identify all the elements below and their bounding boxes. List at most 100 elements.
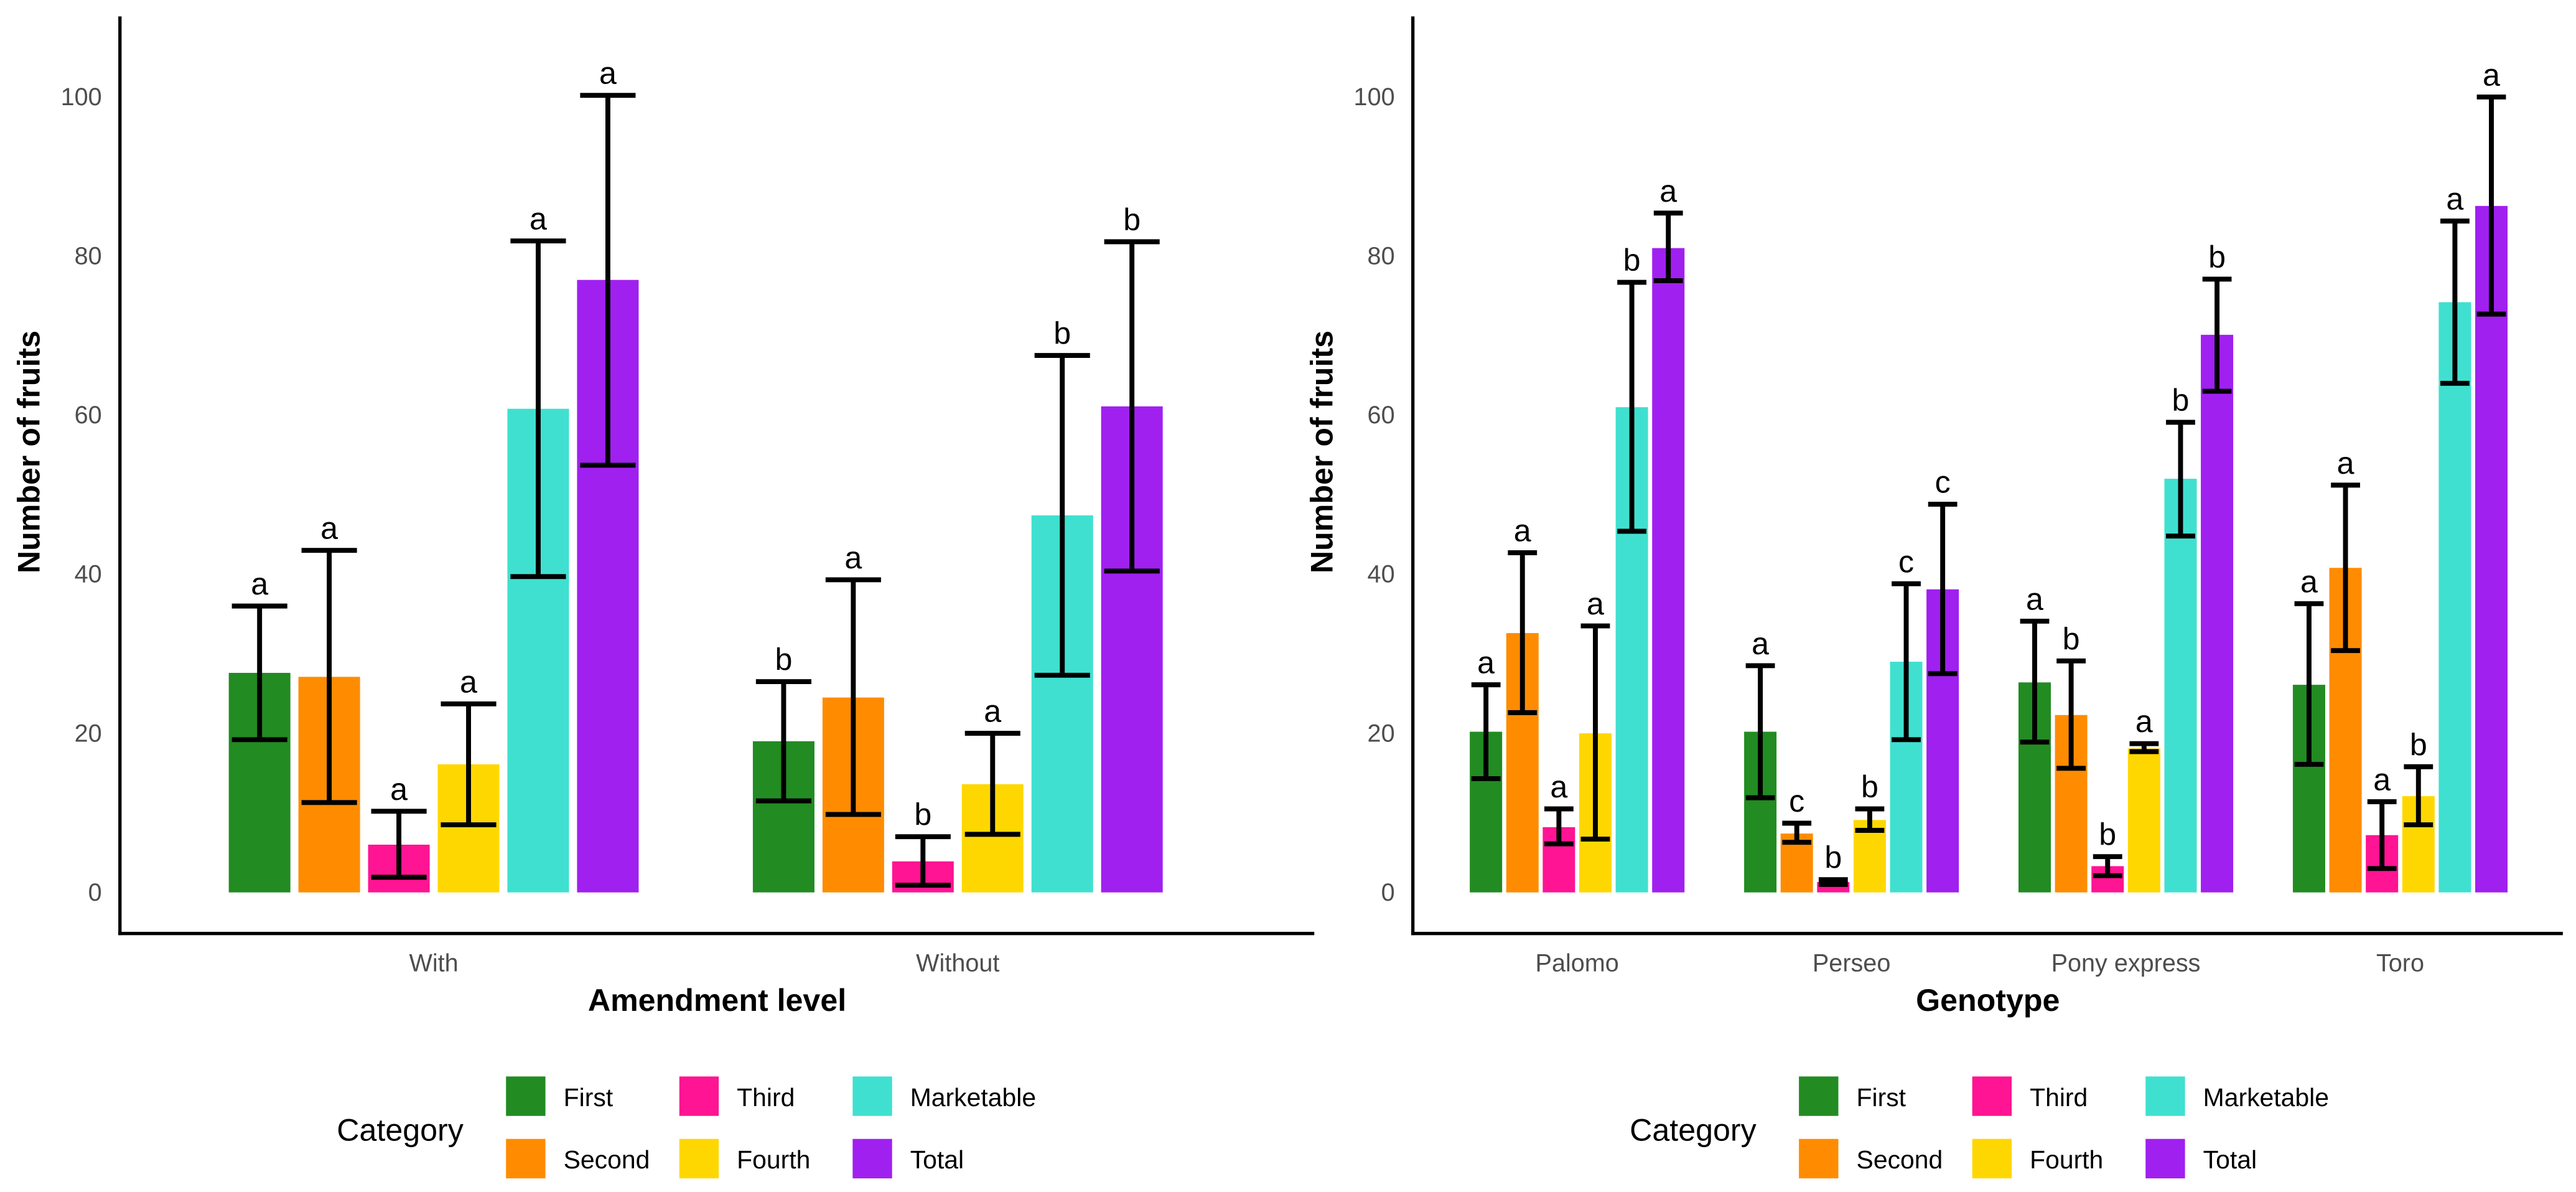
y-tick-label: 20 xyxy=(75,720,102,747)
significance-letter: a xyxy=(1659,174,1677,209)
y-axis-title: Number of fruits xyxy=(11,331,46,573)
legend-item-total: Total xyxy=(852,1138,964,1179)
significance-letter: a xyxy=(984,694,1001,729)
error-bar xyxy=(1892,581,1921,743)
significance-letter: a xyxy=(2026,581,2043,616)
legend-title: Category xyxy=(337,1112,464,1147)
error-bar xyxy=(2476,94,2506,317)
legend-label: Second xyxy=(1857,1145,1943,1174)
error-bar xyxy=(1745,663,1775,800)
y-tick-label: 60 xyxy=(1368,401,1395,429)
significance-letter: b xyxy=(1053,316,1071,351)
legend-label: Total xyxy=(2203,1145,2257,1174)
legend-swatch xyxy=(1972,1076,2012,1116)
bar-total xyxy=(1652,248,1685,893)
error-bar xyxy=(510,238,566,580)
legend-item-marketable: Marketable xyxy=(852,1076,1036,1116)
legend-swatch xyxy=(2145,1138,2185,1179)
error-bar xyxy=(1580,623,1610,842)
error-bar xyxy=(2166,420,2195,539)
significance-letter: a xyxy=(2337,446,2354,481)
error-bar xyxy=(441,701,497,828)
error-bar xyxy=(580,93,636,468)
error-bar xyxy=(2294,601,2324,767)
significance-letter: a xyxy=(1587,586,1604,621)
error-bar xyxy=(2056,658,2086,771)
x-tick-label: With xyxy=(409,949,458,977)
error-bar xyxy=(1544,806,1574,847)
y-tick-label: 60 xyxy=(75,401,102,429)
legend-item-fourth: Fourth xyxy=(679,1138,810,1179)
legend-item-third: Third xyxy=(1972,1076,2088,1116)
error-bar xyxy=(2367,799,2397,871)
legend-swatch xyxy=(2145,1076,2185,1116)
legend-label: Marketable xyxy=(910,1083,1036,1112)
error-bar xyxy=(1818,877,1848,887)
legend-item-second: Second xyxy=(1799,1138,1943,1179)
error-bar xyxy=(1782,820,1812,845)
significance-letter: a xyxy=(2300,564,2318,599)
error-bar xyxy=(231,603,287,743)
significance-letter: b xyxy=(1824,840,1842,875)
error-bar xyxy=(2093,854,2122,878)
significance-letter: a xyxy=(1477,645,1495,680)
y-tick-label: 20 xyxy=(1368,720,1395,747)
legend-label: Total xyxy=(910,1145,964,1174)
y-tick-label: 0 xyxy=(1381,879,1395,906)
error-bar xyxy=(1034,353,1090,678)
significance-letter: a xyxy=(1514,514,1531,548)
error-bar xyxy=(2129,741,2159,754)
y-tick-label: 40 xyxy=(1368,561,1395,588)
significance-letter: a xyxy=(251,566,268,601)
error-bar xyxy=(1855,806,1885,833)
error-bar xyxy=(755,679,811,804)
error-bar xyxy=(1508,550,1538,715)
legend-label: Third xyxy=(737,1083,795,1112)
bar-marketable xyxy=(2164,479,2197,893)
legend-label: Third xyxy=(2030,1083,2088,1112)
error-bar xyxy=(2440,218,2470,386)
legend-swatch xyxy=(679,1076,719,1116)
y-tick-label: 80 xyxy=(1368,243,1395,270)
error-bar xyxy=(1471,682,1501,781)
error-bar xyxy=(371,809,427,880)
legend-item-fourth: Fourth xyxy=(1972,1138,2103,1179)
significance-letter: b xyxy=(2063,621,2080,656)
legend: Category First Second Third Fourth Marketable… xyxy=(337,1076,1036,1179)
legend-item-first: First xyxy=(1799,1076,1906,1116)
legend-swatch xyxy=(506,1076,546,1116)
significance-letter: a xyxy=(1752,626,1769,661)
legend-swatch xyxy=(852,1138,892,1179)
y-tick-label: 100 xyxy=(61,83,102,111)
significance-letter: a xyxy=(530,202,547,237)
bar-total xyxy=(2475,205,2508,893)
error-bar xyxy=(2331,482,2360,654)
legend-label: Marketable xyxy=(2203,1083,2329,1112)
significance-letter: a xyxy=(320,511,338,546)
x-axis-title: Amendment level xyxy=(588,983,846,1018)
significance-letter: a xyxy=(599,56,617,91)
legend-title: Category xyxy=(1630,1112,1757,1147)
y-tick-label: 100 xyxy=(1354,83,1395,111)
y-tick-label: 0 xyxy=(88,879,102,906)
error-bar xyxy=(1104,239,1160,574)
legend-item-total: Total xyxy=(2145,1138,2257,1179)
legend-swatch xyxy=(852,1076,892,1116)
legend-swatch xyxy=(1972,1138,2012,1179)
significance-letter: a xyxy=(460,664,477,699)
error-bar xyxy=(895,834,951,888)
legend-label: Fourth xyxy=(2030,1145,2103,1174)
significance-letter: b xyxy=(2172,383,2190,418)
x-tick-label: Without xyxy=(916,949,999,977)
legend-label: First xyxy=(564,1083,614,1112)
error-bar xyxy=(1653,210,1683,283)
significance-letter: b xyxy=(914,797,931,832)
significance-letter: b xyxy=(1123,202,1141,237)
significance-letter: a xyxy=(2135,704,2153,739)
significance-letter: b xyxy=(2410,727,2427,762)
legend-item-marketable: Marketable xyxy=(2145,1076,2329,1116)
panel-genotype: 0 20 40 60 80 100 Number of fruits Genotype Palo… xyxy=(1304,16,2563,1179)
legend-item-third: Third xyxy=(679,1076,795,1116)
legend-swatch xyxy=(1799,1138,1839,1179)
legend-swatch xyxy=(1799,1076,1839,1116)
